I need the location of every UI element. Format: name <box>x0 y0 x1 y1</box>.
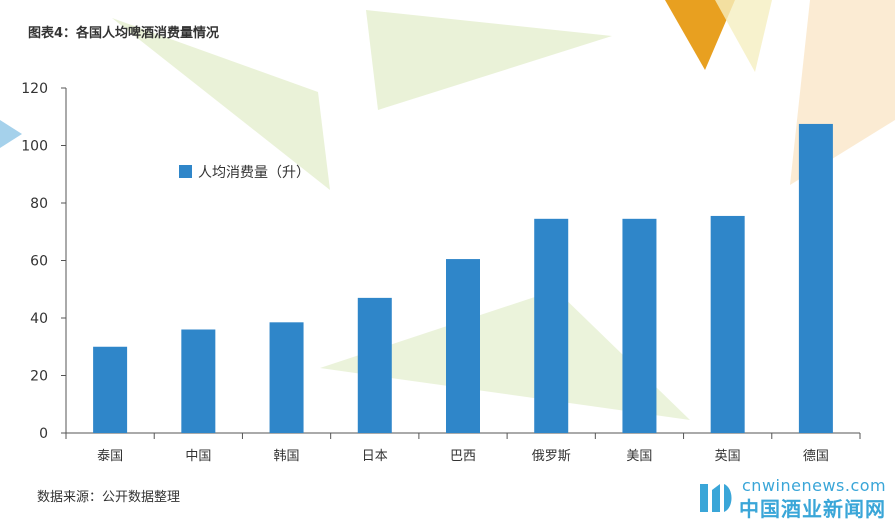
bar <box>798 123 833 433</box>
chart-title: 图表4：各国人均啤酒消费量情况 <box>28 26 220 41</box>
x-axis: 泰国 中国 韩国 日本 巴西 俄罗斯 美国 英国 德国 <box>65 432 861 464</box>
x-tick-label: 巴西 <box>450 449 476 464</box>
deco-cream-triangle <box>715 0 772 72</box>
watermark-name: 中国酒业新闻网 <box>739 497 886 521</box>
deco-green-triangle-left <box>112 18 330 190</box>
x-tick-label: 英国 <box>715 449 741 464</box>
bar-series <box>93 123 833 433</box>
y-tick-label: 60 <box>30 254 48 270</box>
watermark-logo-icon <box>700 484 732 512</box>
y-tick-label: 0 <box>39 426 48 442</box>
x-tick-label: 美国 <box>626 449 652 464</box>
x-tick-label: 韩国 <box>274 449 300 464</box>
watermark-site: cnwinenews.com <box>742 476 887 495</box>
bar <box>446 259 480 433</box>
y-tick-label: 100 <box>21 139 48 155</box>
bar <box>93 346 128 433</box>
legend: 人均消费量（升） <box>179 165 310 181</box>
x-tick-label: 中国 <box>185 449 211 464</box>
bar <box>534 218 569 433</box>
y-tick-label: 40 <box>30 311 48 327</box>
legend-label: 人均消费量（升） <box>198 165 310 181</box>
legend-swatch <box>179 165 192 178</box>
y-axis: 0 20 40 60 80 100 120 <box>21 81 67 442</box>
bar <box>269 322 304 433</box>
deco-orange-triangle <box>665 0 735 70</box>
y-tick-label: 80 <box>30 196 48 212</box>
y-tick-label: 120 <box>21 81 48 97</box>
bar <box>181 329 216 433</box>
y-tick-label: 20 <box>30 369 48 385</box>
deco-green-triangle-top <box>366 10 612 110</box>
source-note: 数据来源：公开数据整理 <box>37 490 181 505</box>
watermark: cnwinenews.com 中国酒业新闻网 <box>698 476 895 521</box>
bar <box>710 215 745 433</box>
bar <box>357 297 392 433</box>
x-tick-label: 日本 <box>362 449 388 464</box>
x-tick-label: 俄罗斯 <box>532 449 571 464</box>
deco-green-triangle-bottom <box>320 290 690 420</box>
bar <box>622 218 657 433</box>
deco-blue-triangle <box>0 120 22 148</box>
x-tick-label: 德国 <box>803 449 829 464</box>
x-tick-label: 泰国 <box>97 449 123 464</box>
